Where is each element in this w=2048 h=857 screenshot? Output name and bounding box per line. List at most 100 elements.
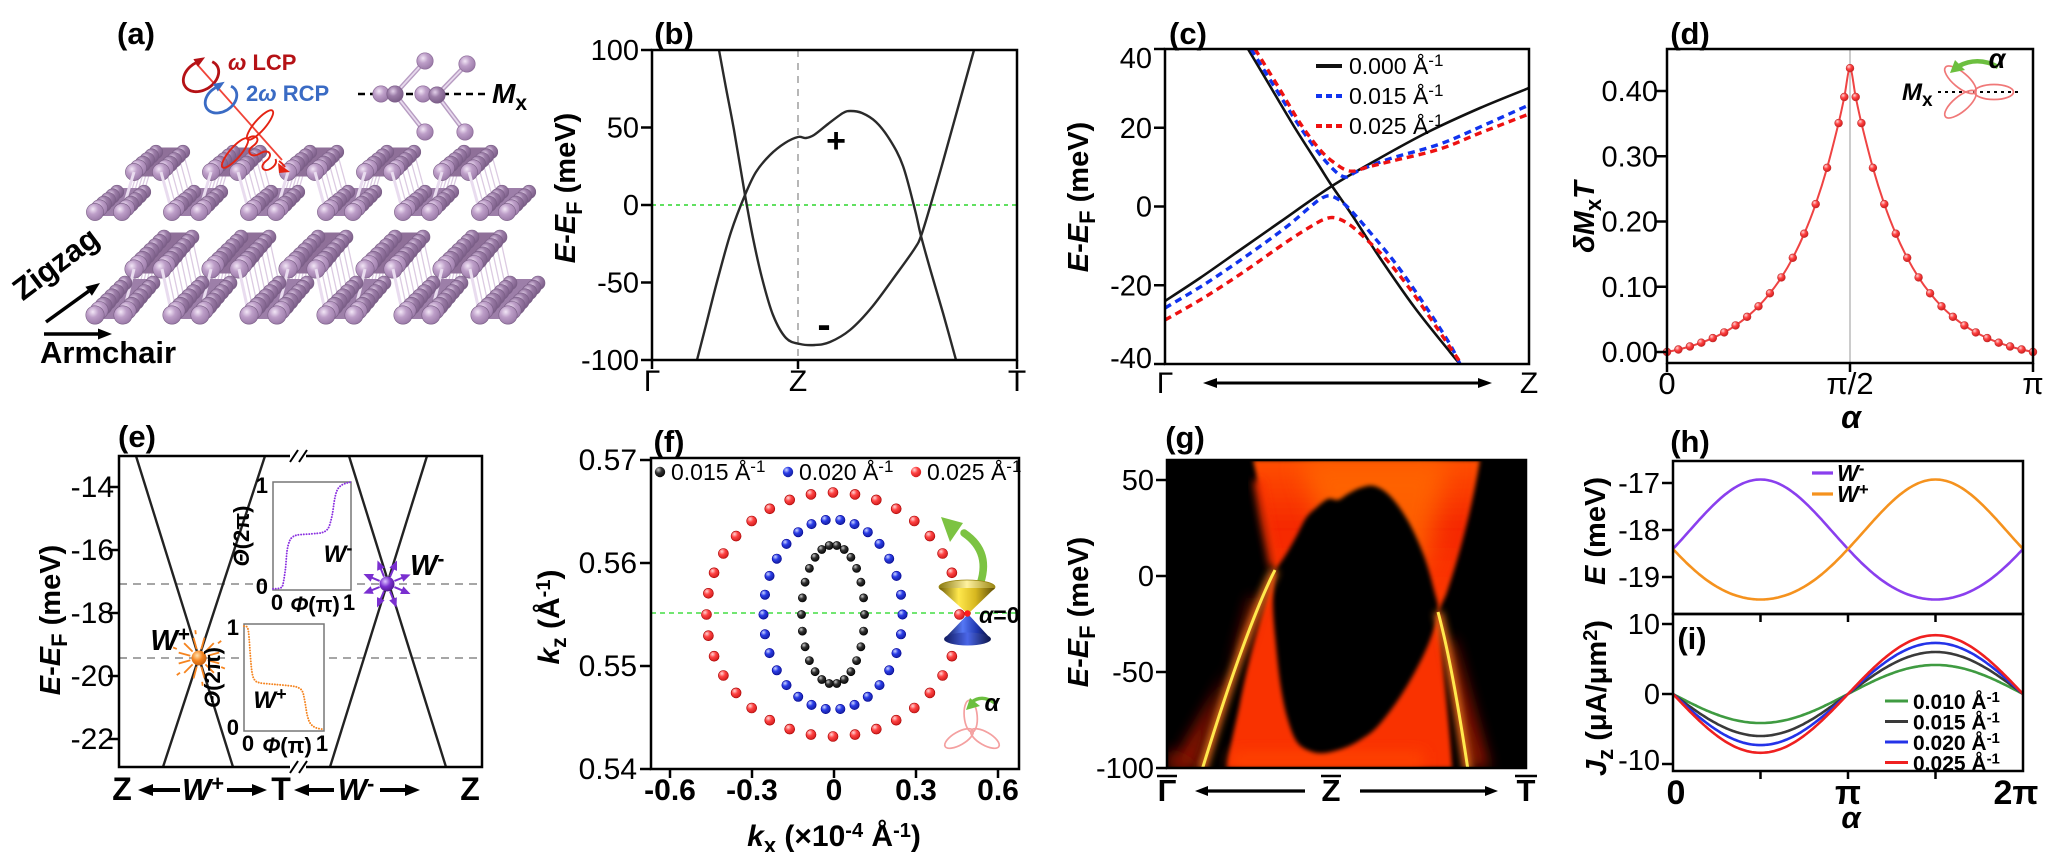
svg-text:(i): (i): [1677, 621, 1706, 656]
svg-text:α: α: [1989, 44, 2007, 74]
svg-text:0.015 Å-1: 0.015 Å-1: [1349, 81, 1443, 109]
svg-text:Jz (μA/μm2): Jz (μA/μm2): [1580, 620, 1618, 776]
svg-text:0.010 Å-1: 0.010 Å-1: [1913, 689, 2000, 714]
svg-text:W-: W-: [338, 771, 375, 807]
svg-text:Φ(π): Φ(π): [262, 733, 312, 758]
svg-text:W+: W+: [182, 771, 224, 807]
svg-text:-22: -22: [71, 723, 114, 756]
svg-text:π: π: [2022, 366, 2043, 401]
svg-text:(b): (b): [654, 16, 694, 51]
svg-text:W+: W+: [253, 684, 286, 714]
svg-text:Armchair: Armchair: [40, 335, 176, 370]
svg-text:δMxT: δMxT: [1569, 179, 1606, 253]
svg-text:-50: -50: [597, 268, 639, 300]
svg-text:0.00: 0.00: [1602, 337, 1658, 369]
svg-text:20: 20: [1120, 113, 1152, 145]
svg-text:(a): (a): [117, 16, 155, 51]
svg-text:Θ(2π): Θ(2π): [229, 506, 254, 567]
svg-text:(c): (c): [1169, 16, 1207, 51]
svg-text:50: 50: [607, 113, 639, 145]
svg-text:0: 0: [826, 774, 843, 807]
svg-text:-40: -40: [1110, 343, 1152, 375]
svg-text:0: 0: [1138, 561, 1154, 593]
svg-text:0: 0: [256, 574, 268, 599]
svg-text:α: α: [1841, 399, 1862, 435]
svg-text:1: 1: [227, 615, 239, 640]
svg-text:2ω RCP: 2ω RCP: [246, 81, 329, 106]
svg-text:Mx: Mx: [1902, 79, 1933, 111]
svg-text:kz (Å-1): kz (Å-1): [533, 570, 571, 665]
svg-text:π/2: π/2: [1826, 366, 1873, 401]
svg-text:40: 40: [1120, 43, 1152, 75]
svg-text:-: -: [817, 303, 830, 347]
svg-text:0.015 Å-1: 0.015 Å-1: [1913, 710, 2000, 735]
svg-text:-0.3: -0.3: [726, 774, 778, 807]
svg-text:(h): (h): [1670, 424, 1710, 459]
svg-text:0.57: 0.57: [579, 444, 637, 477]
svg-text:W+: W+: [1837, 480, 1869, 507]
svg-text:(f): (f): [654, 424, 685, 459]
svg-text:0.6: 0.6: [977, 774, 1019, 807]
svg-text:T: T: [1008, 365, 1026, 398]
svg-text:0.30: 0.30: [1602, 141, 1658, 173]
svg-text:+: +: [826, 122, 846, 160]
svg-text:0.55: 0.55: [579, 650, 637, 683]
svg-text:(d): (d): [1670, 16, 1710, 51]
svg-text:Γ: Γ: [644, 365, 661, 398]
svg-text:E-EF (meV): E-EF (meV): [1063, 122, 1100, 272]
svg-text:0.015 Å-1: 0.015 Å-1: [671, 457, 765, 485]
svg-text:50: 50: [1122, 465, 1154, 497]
svg-text:α: α: [1841, 800, 1862, 835]
svg-text:0.54: 0.54: [579, 753, 637, 786]
svg-text:0: 0: [271, 590, 283, 615]
svg-text:2π: 2π: [1994, 774, 2039, 812]
svg-text:1: 1: [256, 473, 268, 498]
svg-text:-19: -19: [1618, 562, 1660, 594]
svg-text:-20: -20: [71, 660, 114, 693]
svg-text:T: T: [1517, 773, 1536, 808]
svg-text:0.000 Å-1: 0.000 Å-1: [1349, 51, 1443, 79]
svg-text:Φ(π): Φ(π): [290, 592, 340, 617]
svg-text:0: 0: [1667, 774, 1686, 812]
svg-text:10: 10: [1628, 609, 1660, 641]
svg-text:π: π: [1835, 774, 1861, 812]
svg-text:(g): (g): [1165, 420, 1205, 455]
svg-text:-100: -100: [581, 345, 639, 377]
svg-text:W+: W+: [150, 623, 190, 657]
svg-text:-18: -18: [71, 597, 114, 630]
svg-text:Γ: Γ: [1158, 773, 1177, 808]
svg-text:0.025 Å-1: 0.025 Å-1: [1913, 751, 2000, 776]
svg-text:Z: Z: [1520, 367, 1538, 400]
svg-text:0.020 Å-1: 0.020 Å-1: [799, 457, 893, 485]
svg-text:100: 100: [591, 35, 639, 67]
svg-text:0: 0: [227, 715, 239, 740]
svg-text:Z: Z: [789, 365, 807, 398]
svg-text:ω LCP: ω LCP: [228, 50, 296, 75]
svg-text:-18: -18: [1618, 515, 1660, 547]
svg-text:0.020 Å-1: 0.020 Å-1: [1913, 730, 2000, 755]
svg-text:0.56: 0.56: [579, 547, 637, 580]
svg-text:E-EF (meV): E-EF (meV): [1063, 537, 1100, 687]
svg-text:Z: Z: [460, 771, 480, 807]
svg-text:0.20: 0.20: [1602, 207, 1658, 239]
svg-text:0.025 Å-1: 0.025 Å-1: [1349, 111, 1443, 139]
svg-text:Θ(2π): Θ(2π): [200, 647, 225, 708]
svg-text:-20: -20: [1110, 270, 1152, 302]
svg-text:E-EF (meV): E-EF (meV): [35, 545, 72, 695]
svg-text:0.3: 0.3: [895, 774, 937, 807]
svg-text:1: 1: [316, 731, 328, 756]
svg-text:0.40: 0.40: [1602, 76, 1658, 108]
svg-text:W-: W-: [324, 538, 353, 568]
svg-text:α: α: [985, 690, 1001, 717]
svg-text:0: 0: [623, 190, 639, 222]
svg-text:(e): (e): [118, 419, 156, 454]
svg-text:kx (×10-4 Å-1): kx (×10-4 Å-1): [747, 820, 921, 852]
svg-text:W-: W-: [1837, 459, 1864, 486]
svg-text:0.10: 0.10: [1602, 272, 1658, 304]
svg-text:Γ: Γ: [1157, 367, 1174, 400]
svg-text:-10: -10: [1618, 745, 1660, 777]
svg-text:0: 0: [242, 731, 254, 756]
svg-text:-100: -100: [1096, 753, 1154, 785]
svg-text:0: 0: [1136, 192, 1152, 224]
svg-text:0.025 Å-1: 0.025 Å-1: [927, 457, 1021, 485]
